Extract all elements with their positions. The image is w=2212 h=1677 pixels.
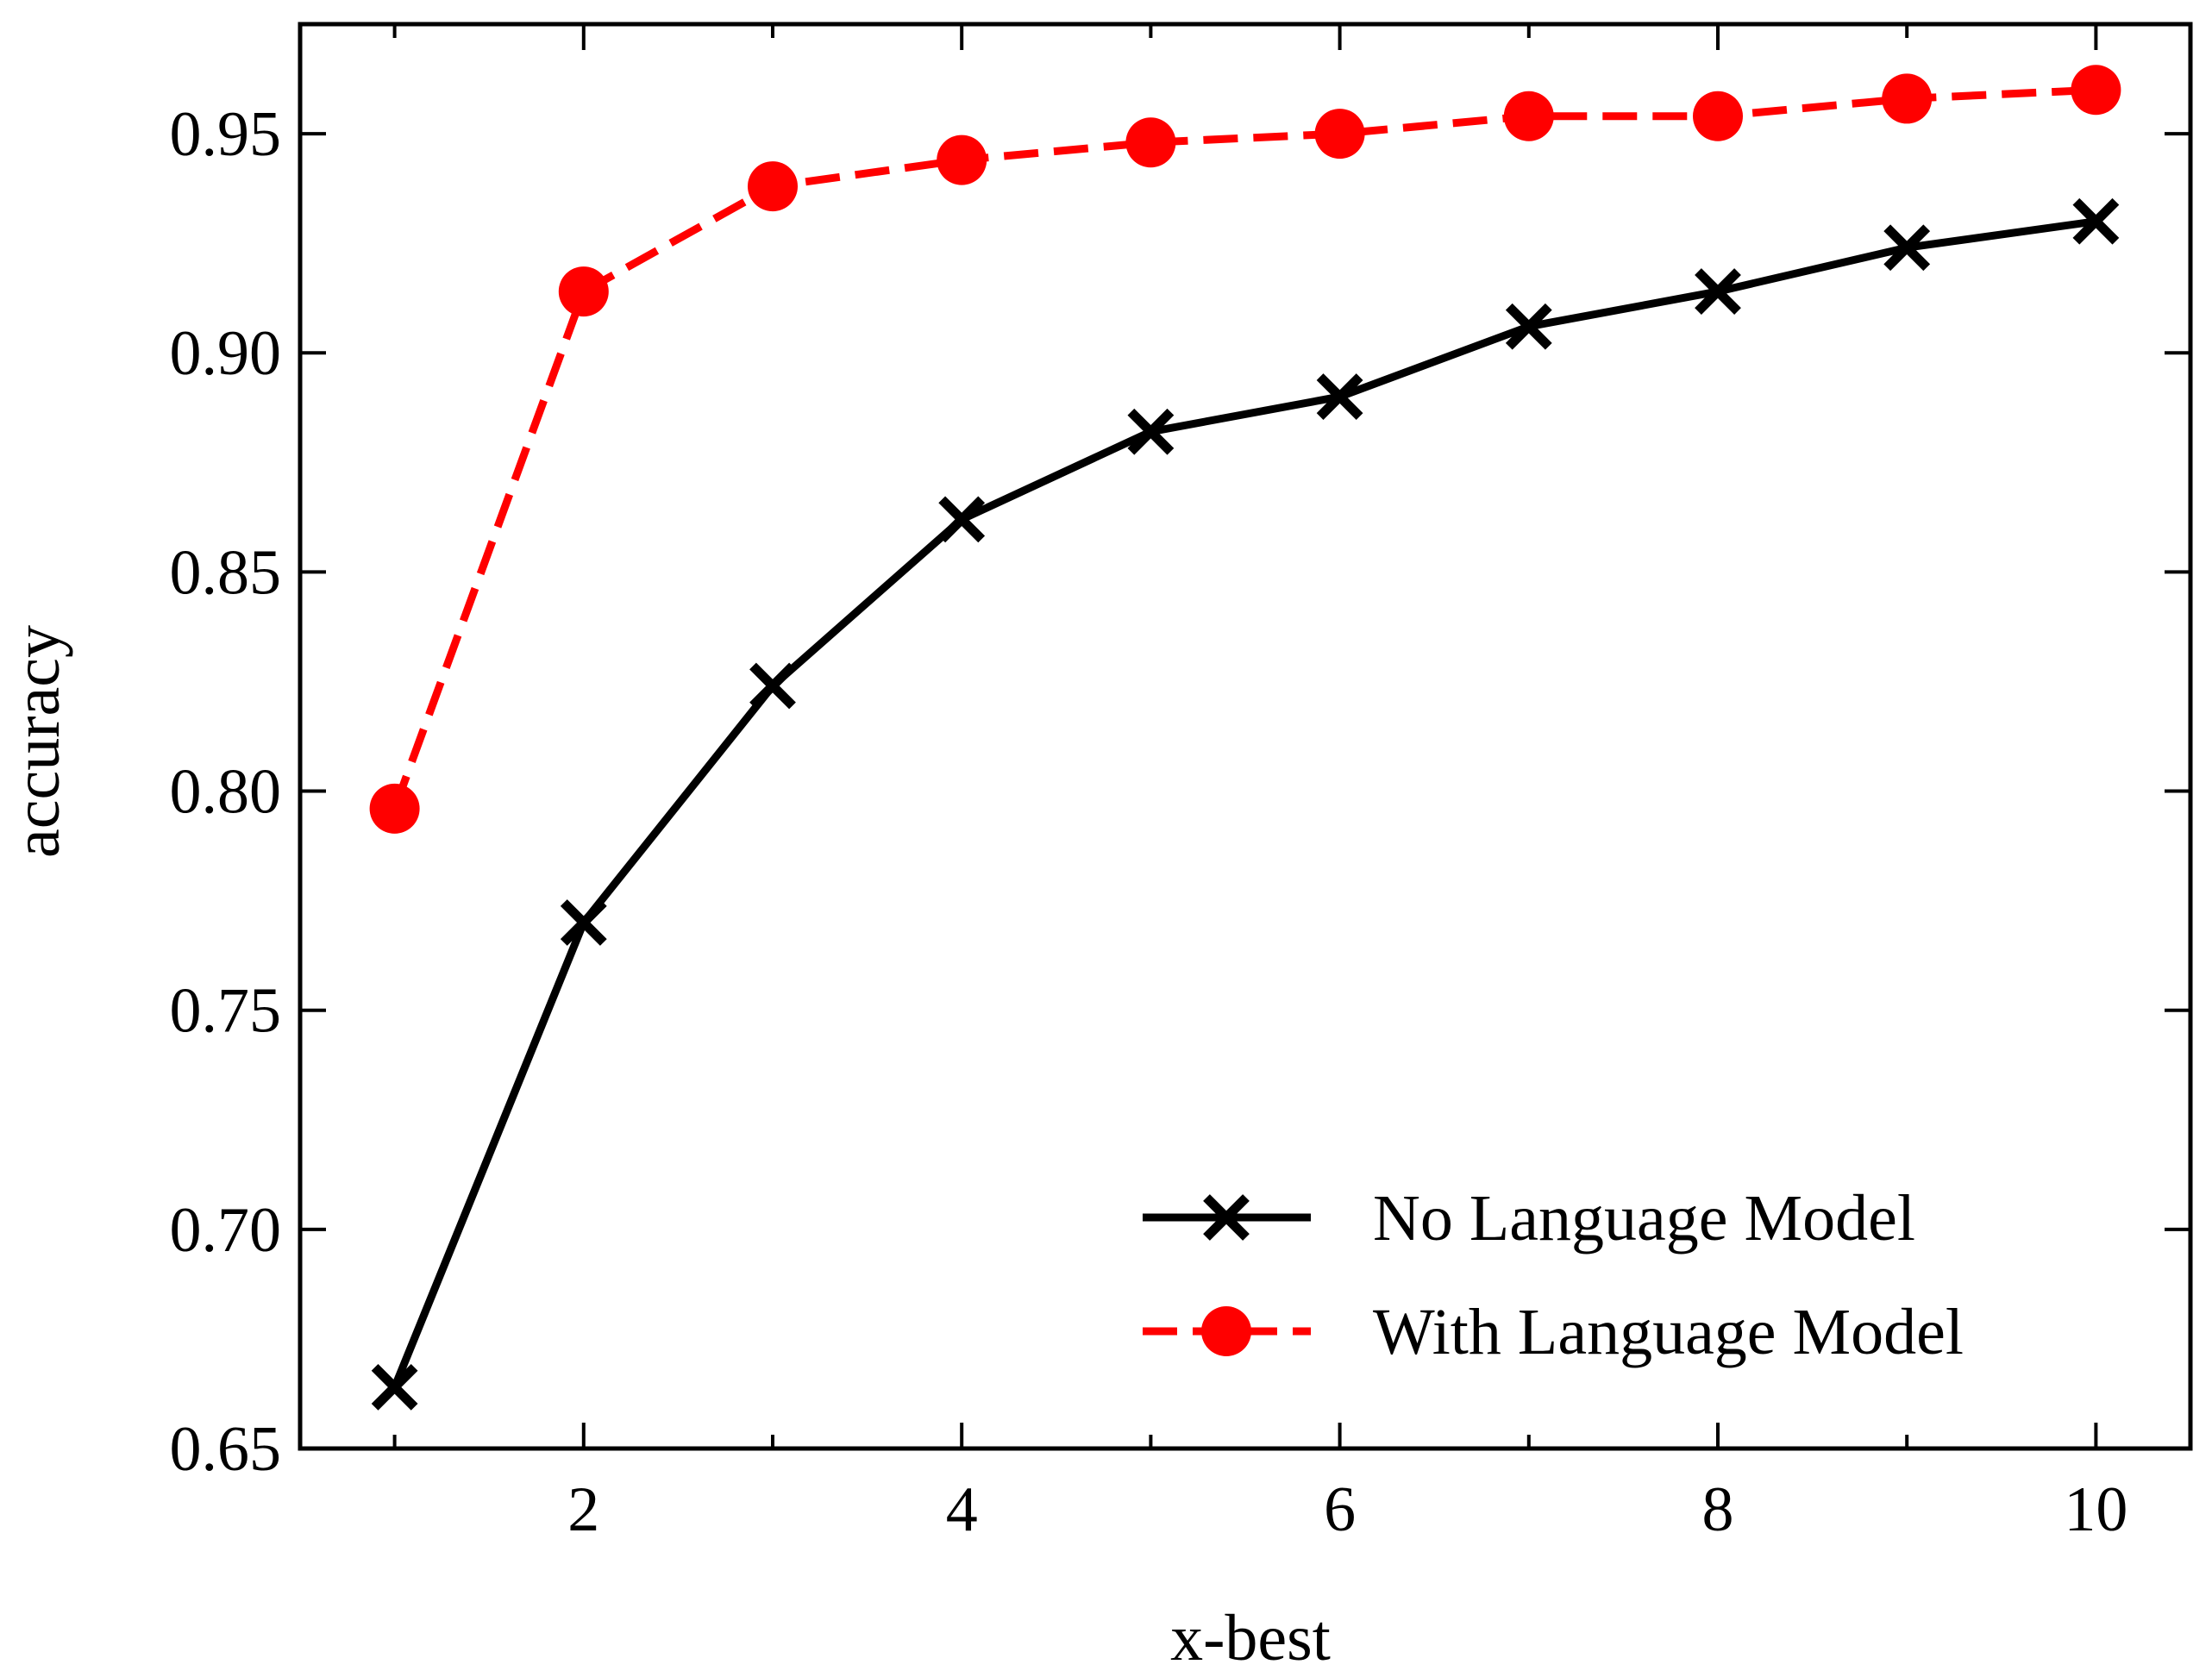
y-tick-label: 0.90 [170, 318, 282, 389]
y-tick-label: 0.70 [170, 1195, 282, 1266]
legend: No Language Model With Language Model [1143, 1182, 1964, 1368]
x-marker [1316, 373, 1363, 420]
x-marker-stroke [371, 1363, 418, 1411]
circle-marker [2071, 65, 2121, 116]
data-point [371, 1363, 418, 1411]
data-point [560, 899, 607, 946]
circle-marker [748, 161, 798, 212]
y-tick-label: 0.95 [170, 99, 282, 170]
x-marker-stroke [2072, 197, 2120, 245]
x-tick-label: 6 [1324, 1474, 1356, 1545]
x-marker-stroke [749, 662, 796, 710]
x-marker-stroke [938, 496, 986, 543]
x-marker [1505, 303, 1552, 350]
x-marker [749, 662, 796, 710]
data-point [1882, 73, 1933, 124]
data-point [1883, 224, 1931, 272]
legend-label: With Language Model [1373, 1296, 1964, 1368]
data-point [748, 161, 798, 212]
legend-entry-2: With Language Model [1143, 1296, 1964, 1368]
x-marker-stroke [1883, 224, 1931, 272]
x-marker-stroke [1203, 1194, 1250, 1241]
data-point [1314, 109, 1365, 160]
circle-marker [1314, 109, 1365, 160]
circle-marker [1125, 117, 1176, 168]
data-point [2072, 197, 2120, 245]
series-2 [369, 65, 2121, 834]
x-marker [1127, 408, 1175, 455]
legend-label: No Language Model [1373, 1182, 1915, 1255]
data-point [2071, 65, 2121, 116]
data-point [1127, 408, 1175, 455]
series-line [391, 217, 2097, 1389]
x-marker-stroke [1316, 373, 1363, 420]
data-point [558, 266, 609, 317]
data-point [749, 662, 796, 710]
tick-labels: 2 4 6 8 10 0.65 0.70 0.75 0.80 0.85 0.90 0.95 [170, 99, 2128, 1545]
x-marker [371, 1363, 418, 1411]
x-tick-label: 4 [946, 1474, 978, 1545]
x-marker [1695, 268, 1741, 315]
data-point [1505, 303, 1552, 350]
data-point [1503, 91, 1554, 141]
legend-entry-1: No Language Model [1143, 1182, 1915, 1255]
y-tick-label: 0.85 [170, 537, 282, 608]
x-marker-stroke [560, 899, 607, 946]
x-marker-stroke [1695, 268, 1741, 315]
series-line [391, 85, 2096, 810]
data-point [938, 496, 986, 543]
x-axis-label: x-best [1170, 1602, 1331, 1674]
data-point [369, 783, 420, 834]
y-tick-label: 0.80 [170, 757, 282, 828]
plot-border [298, 22, 2193, 1451]
axis-ticks [300, 24, 2190, 1450]
x-tick-label: 2 [567, 1474, 599, 1545]
x-marker [560, 899, 607, 946]
circle-marker [1503, 91, 1554, 141]
data-point [1695, 268, 1741, 315]
data-point [1693, 91, 1743, 141]
x-marker [2072, 197, 2120, 245]
x-marker [1203, 1194, 1250, 1241]
data-point [1125, 117, 1176, 168]
circle-marker [1201, 1306, 1251, 1356]
plot-frame [298, 22, 2193, 1451]
x-tick-label: 10 [2064, 1474, 2127, 1545]
x-marker [938, 496, 986, 543]
circle-marker [1882, 73, 1933, 124]
y-tick-label: 0.75 [170, 976, 282, 1047]
circle-marker [937, 135, 987, 185]
y-axis-label: accuracy [1, 625, 73, 858]
x-marker-stroke [1505, 303, 1552, 350]
data-point [937, 135, 987, 185]
series-1 [371, 197, 2120, 1411]
x-marker [1883, 224, 1931, 272]
x-marker-stroke [1127, 408, 1175, 455]
circle-marker [369, 783, 420, 834]
circle-marker [1693, 91, 1743, 141]
circle-marker [558, 266, 609, 317]
y-tick-label: 0.65 [170, 1414, 282, 1485]
series-layer [369, 65, 2121, 1411]
x-tick-label: 8 [1702, 1474, 1734, 1545]
data-point [1316, 373, 1363, 420]
